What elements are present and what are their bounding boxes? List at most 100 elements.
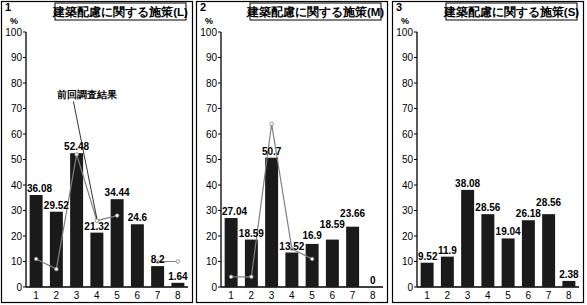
y-tick	[218, 83, 221, 84]
y-tick-label: 40	[402, 180, 414, 191]
plot-area	[30, 153, 185, 287]
x-tick-label: 8	[370, 290, 376, 301]
line-point	[115, 214, 119, 218]
plot-area	[225, 122, 359, 287]
bar	[461, 190, 474, 287]
line-point	[55, 267, 59, 271]
bar	[326, 240, 339, 287]
series-annotation: 前回調査結果	[56, 89, 118, 100]
data-label: 8.2	[151, 254, 165, 265]
y-tick	[218, 108, 221, 109]
bar	[542, 214, 555, 287]
y-tick-label: 60	[11, 129, 23, 140]
y-tick-label: 50	[402, 154, 414, 165]
bar	[366, 287, 379, 288]
y-tick	[218, 32, 221, 33]
x-tick-label: 4	[289, 290, 295, 301]
y-tick	[23, 261, 26, 262]
y-tick	[414, 83, 417, 84]
y-tick	[414, 210, 417, 211]
data-label: 19.04	[496, 226, 521, 237]
y-tick	[23, 57, 26, 58]
x-tick-label: 5	[309, 290, 315, 301]
x-tick-label: 2	[54, 290, 60, 301]
bar	[562, 281, 575, 287]
y-tick-label: 100	[200, 27, 217, 38]
x-tick-label: 7	[155, 290, 161, 301]
bar	[151, 266, 164, 287]
data-label: 2.38	[559, 269, 579, 280]
x-tick-label: 1	[33, 290, 39, 301]
data-label: 28.56	[536, 197, 561, 208]
panel: 建築配慮に関する施策(M)2%0102030405060708090100123…	[197, 1, 388, 303]
bar	[265, 158, 278, 287]
data-label: 18.59	[320, 219, 345, 230]
x-tick-label: 4	[94, 290, 100, 301]
bar	[50, 212, 63, 287]
y-tick	[23, 185, 26, 186]
data-label: 38.08	[455, 178, 480, 189]
y-tick-label: 20	[206, 231, 218, 242]
title: 建築配慮に関する施策(L)	[52, 5, 188, 19]
y-tick-label: 50	[11, 154, 23, 165]
y-axis-label: %	[401, 16, 409, 26]
y-axis-label: %	[205, 16, 213, 26]
plot-area	[421, 190, 576, 287]
y-tick	[23, 159, 26, 160]
y-tick-label: 100	[396, 27, 413, 38]
panel-frame	[2, 2, 193, 303]
y-tick-label: 10	[402, 256, 414, 267]
x-tick-label: 2	[249, 290, 255, 301]
x-tick-label: 4	[485, 290, 491, 301]
title: 建築配慮に関する施策(M)	[246, 5, 384, 19]
bar	[481, 214, 494, 287]
y-tick-label: 0	[16, 282, 22, 293]
bar	[502, 238, 515, 287]
y-tick	[218, 210, 221, 211]
y-tick	[218, 236, 221, 237]
data-label: 21.32	[84, 221, 109, 232]
y-tick	[23, 236, 26, 237]
y-tick-label: 80	[11, 78, 23, 89]
panel-number: 1	[5, 1, 11, 13]
line-point	[75, 153, 79, 157]
labels: 27.0418.5950.713.5216.918.5923.660	[222, 146, 376, 286]
bar	[421, 263, 434, 287]
x-tick-label: 2	[445, 290, 451, 301]
y-tick	[414, 134, 417, 135]
x-tick-label: 8	[175, 290, 181, 301]
x-tick-label: 5	[505, 290, 511, 301]
y-tick-label: 40	[11, 180, 23, 191]
data-label: 16.9	[302, 230, 322, 241]
panel-number: 2	[200, 1, 206, 13]
x-tick-label: 3	[269, 290, 275, 301]
y-tick	[414, 185, 417, 186]
data-label: 9.52	[418, 251, 438, 262]
y-tick-label: 90	[402, 52, 414, 63]
line	[36, 154, 178, 269]
y-tick	[218, 57, 221, 58]
bar	[306, 244, 319, 287]
line-point	[310, 257, 314, 261]
y-tick-label: 90	[206, 52, 218, 63]
data-label: 13.52	[279, 241, 304, 252]
y-tick	[23, 32, 26, 33]
background	[0, 0, 587, 305]
y-tick-label: 70	[402, 103, 414, 114]
y-tick	[414, 159, 417, 160]
y-tick	[218, 159, 221, 160]
x-tick-label: 6	[330, 290, 336, 301]
y-tick-label: 0	[211, 282, 217, 293]
y-tick-label: 60	[402, 129, 414, 140]
y-tick-label: 10	[11, 256, 23, 267]
y-tick	[23, 134, 26, 135]
y-tick-label: 90	[11, 52, 23, 63]
line	[231, 124, 312, 277]
data-label: 52.48	[64, 141, 89, 152]
panel-frame	[393, 2, 584, 303]
line-point	[229, 275, 233, 279]
data-label: 23.66	[340, 208, 365, 219]
y-tick-label: 40	[206, 180, 218, 191]
line-point	[270, 122, 274, 126]
bar	[441, 257, 454, 287]
